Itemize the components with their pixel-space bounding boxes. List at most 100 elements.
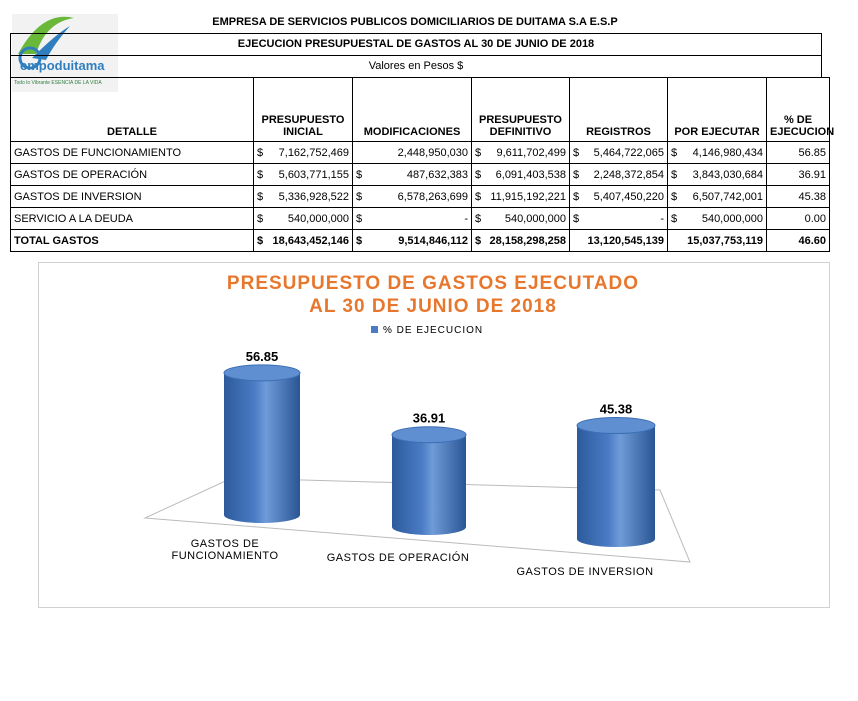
budget-table: DETALLE PRESUPUESTO INICIAL MODIFICACIONES…	[10, 77, 834, 252]
data-label: 45.38	[600, 402, 633, 417]
amount: 487,632,383	[406, 168, 468, 181]
table-cell: $18,643,452,146	[253, 229, 353, 252]
table-cell: $5,336,928,522	[253, 185, 353, 208]
amount: 540,000,000	[504, 212, 566, 225]
currency-symbol: $	[257, 234, 264, 247]
currency-symbol: $	[671, 190, 678, 203]
column-header: POR EJECUTAR	[667, 77, 767, 142]
table-cell: 45.38	[766, 185, 830, 208]
currency-symbol: $	[573, 168, 580, 181]
currency-symbol: $	[257, 146, 264, 159]
table-cell: $5,603,771,155	[253, 163, 353, 186]
table-row: TOTAL GASTOS $18,643,452,146 $9,514,846,11…	[10, 229, 830, 252]
bar	[392, 434, 466, 535]
table-cell: $28,158,298,258	[471, 229, 570, 252]
chart-frame	[38, 262, 830, 608]
amount: 3,843,030,684	[692, 168, 763, 181]
x-tick-label: GASTOS DE OPERACIÓN	[326, 552, 470, 564]
amount: 540,000,000	[701, 212, 763, 225]
amount: 6,091,403,538	[495, 168, 566, 181]
amount: 6,578,263,699	[397, 190, 468, 203]
amount: 28,158,298,258	[489, 234, 566, 247]
cell-text: GASTOS DE INVERSION	[14, 190, 142, 203]
x-tick-label: GASTOS DE INVERSION	[516, 566, 654, 578]
amount: -	[464, 212, 468, 225]
amount: 540,000,000	[287, 212, 349, 225]
bar-top	[391, 426, 467, 444]
report-title: EJECUCION PRESUPUESTAL DE GASTOS AL 30 D…	[10, 33, 822, 55]
currency-symbol: $	[356, 234, 363, 247]
table-cell: 15,037,753,119	[667, 229, 767, 252]
currency-symbol: $	[356, 190, 363, 203]
x-tick-label: GASTOS DE FUNCIONAMIENTO	[171, 538, 279, 562]
amount: 6,507,742,001	[692, 190, 763, 203]
chart-title: PRESUPUESTO DE GASTOS EJECUTADO AL 30 DE …	[227, 273, 639, 317]
cell-text: 56.85	[798, 146, 826, 159]
table-cell: $6,091,403,538	[471, 163, 570, 186]
table-cell: $11,915,192,221	[471, 185, 570, 208]
currency-symbol: $	[671, 212, 678, 225]
currency-symbol: $	[475, 168, 482, 181]
amount: 11,915,192,221	[490, 190, 566, 203]
table-cell: 46.60	[766, 229, 830, 252]
amount: 7,162,752,469	[278, 146, 349, 159]
currency-symbol: $	[475, 190, 482, 203]
title-line: PRESUPUESTO DE GASTOS EJECUTADO	[227, 273, 639, 294]
column-header: DETALLE	[10, 77, 254, 142]
table-cell: $6,507,742,001	[667, 185, 767, 208]
legend-label: % DE EJECUCION	[383, 325, 483, 336]
currency-symbol: $	[257, 190, 264, 203]
cell-text: 46.60	[798, 234, 826, 247]
amount: 9,514,846,112	[398, 234, 468, 247]
currency-symbol: $	[257, 168, 264, 181]
table-cell: TOTAL GASTOS	[10, 229, 254, 252]
legend-swatch	[371, 326, 378, 333]
data-label: 56.85	[246, 349, 279, 364]
amount: 5,603,771,155	[278, 168, 349, 181]
amount: 5,336,928,522	[278, 190, 349, 203]
amount: 5,407,450,220	[593, 190, 664, 203]
logo-text: empoduitama	[20, 58, 105, 73]
cell-text: SERVICIO A LA DEUDA	[14, 212, 134, 225]
currency-symbol: $	[573, 212, 580, 225]
amount: 5,464,722,065	[593, 146, 664, 159]
data-label: 36.91	[413, 411, 446, 426]
currency-symbol: $	[475, 234, 482, 247]
cell-text: 0.00	[804, 212, 826, 225]
column-header: REGISTROS	[569, 77, 668, 142]
table-cell: 13,120,545,139	[569, 229, 668, 252]
currency-symbol: $	[671, 146, 678, 159]
currency-symbol: $	[356, 168, 363, 181]
table-cell: $540,000,000	[471, 207, 570, 230]
cell-text: 2,448,950,030	[397, 146, 468, 159]
table-cell: GASTOS DE FUNCIONAMIENTO	[10, 141, 254, 164]
table-cell: GASTOS DE OPERACIÓN	[10, 163, 254, 186]
amount: 4,146,980,434	[692, 146, 763, 159]
table-cell: 36.91	[766, 163, 830, 186]
amount: 9,611,702,499	[496, 146, 566, 159]
cell-text: 13,120,545,139	[587, 234, 664, 247]
column-header: % DE EJECUCION	[766, 77, 834, 142]
currency-symbol: $	[475, 212, 482, 225]
cell-text: TOTAL GASTOS	[14, 234, 99, 247]
table-cell: $9,514,846,112	[352, 229, 472, 252]
title-line: AL 30 DE JUNIO DE 2018	[309, 296, 557, 317]
currency-symbol: $	[257, 212, 264, 225]
currency-symbol: $	[671, 168, 678, 181]
header-row: DETALLE PRESUPUESTO INICIAL MODIFICACIONES…	[10, 77, 834, 142]
table-cell: $2,248,372,854	[569, 163, 668, 186]
units: Valores en Pesos $	[10, 55, 822, 77]
bar-top	[223, 364, 301, 382]
table-cell: $7,162,752,469	[253, 141, 353, 164]
currency-symbol: $	[573, 146, 580, 159]
table-row: SERVICIO A LA DEUDA $540,000,000 $ - $540,00…	[10, 207, 830, 230]
currency-symbol: $	[356, 212, 363, 225]
bar	[224, 372, 300, 523]
company: EMPRESA DE SERVICIOS PUBLICOS DOMICILIAR…	[212, 16, 618, 28]
cell-text: 15,037,753,119	[687, 234, 763, 247]
cell-text: 36.91	[798, 168, 826, 181]
cell-text: GASTOS DE FUNCIONAMIENTO	[14, 146, 182, 159]
bar-top	[576, 417, 656, 435]
